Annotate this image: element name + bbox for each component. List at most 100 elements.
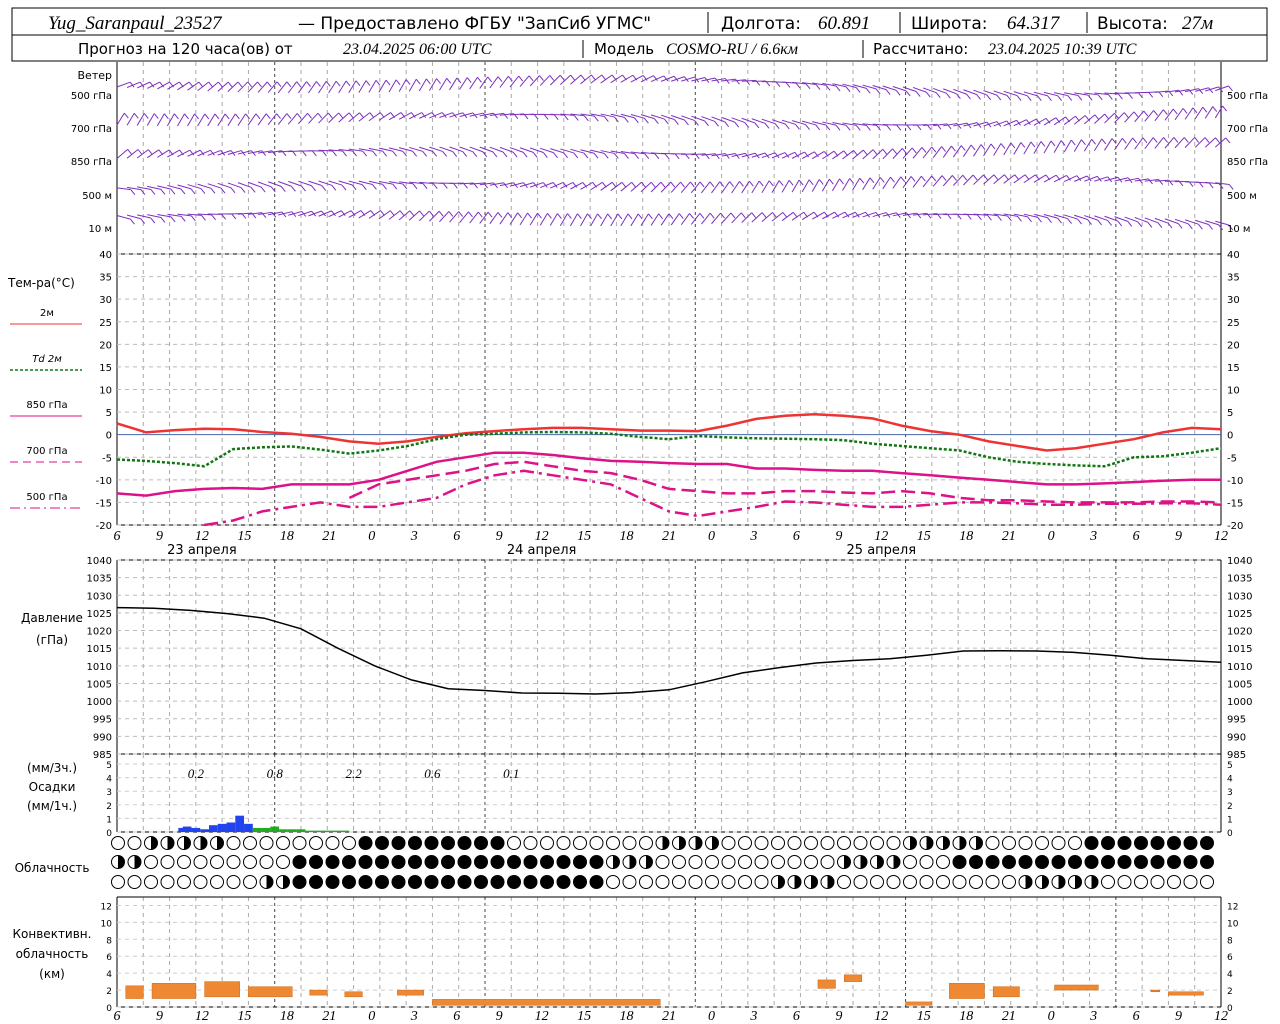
wind-barb bbox=[328, 80, 337, 94]
wind-barb bbox=[1174, 218, 1189, 225]
wind-barb-flag bbox=[764, 123, 770, 129]
cloud-cover-symbol bbox=[672, 875, 686, 889]
pressure-tick-right: 995 bbox=[1227, 715, 1246, 726]
hour-label: 18 bbox=[959, 1009, 973, 1024]
wind-barb-flag bbox=[415, 78, 421, 85]
wind-barb bbox=[1003, 90, 1018, 97]
wind-barb-flag bbox=[637, 213, 643, 220]
cloud-cover-symbol bbox=[408, 875, 422, 889]
wind-barb bbox=[298, 210, 312, 217]
wind-barb bbox=[630, 151, 645, 155]
wind-barb bbox=[207, 113, 216, 127]
precip-bar bbox=[191, 827, 201, 832]
wind-barb bbox=[791, 151, 805, 159]
wind-barb bbox=[278, 181, 292, 187]
wind-level-label: 850 гПа bbox=[71, 157, 112, 168]
wind-barb-flag bbox=[1182, 108, 1188, 114]
lon-value: 60.891 bbox=[818, 13, 870, 34]
wind-barb-flag bbox=[221, 214, 227, 220]
temp-series-line bbox=[348, 460, 1222, 504]
wind-barb bbox=[1104, 138, 1113, 151]
wind-barb-flag bbox=[631, 181, 637, 188]
temp-tick-right: 5 bbox=[1227, 408, 1233, 419]
wind-barb-flag bbox=[539, 75, 544, 81]
wind-barb-flag bbox=[159, 81, 165, 88]
hour-label: 6 bbox=[114, 1009, 121, 1024]
wind-barb-flag bbox=[432, 183, 438, 189]
wind-barb-flag bbox=[624, 153, 629, 159]
wind-barb bbox=[1073, 115, 1086, 125]
pressure-tick: 990 bbox=[93, 732, 112, 743]
wind-barb-flag bbox=[845, 86, 851, 93]
wind-barb-flag bbox=[744, 122, 750, 128]
wind-barb-flag bbox=[402, 183, 408, 190]
wind-barb bbox=[308, 210, 322, 217]
wind-barb bbox=[952, 145, 962, 158]
cloud-cover-symbol bbox=[358, 836, 373, 850]
cloud-cover-fill bbox=[844, 855, 851, 869]
wind-title: Ветер bbox=[78, 69, 112, 82]
wind-barb bbox=[630, 113, 645, 119]
wind-barb bbox=[580, 74, 592, 85]
wind-barb-flag bbox=[916, 212, 922, 219]
wind-barb-flag bbox=[1202, 106, 1208, 113]
wind-barb bbox=[570, 181, 584, 190]
hour-label: 12 bbox=[874, 1009, 888, 1024]
wind-barb-flag bbox=[362, 150, 368, 157]
wind-barb bbox=[821, 178, 830, 192]
wind-barb-flag bbox=[966, 93, 971, 100]
wind-barb-flag bbox=[855, 87, 861, 93]
wind-barb bbox=[549, 213, 558, 226]
wind-barb bbox=[1124, 111, 1135, 123]
wind-barb bbox=[590, 113, 605, 118]
cloud-cover-fill bbox=[679, 836, 686, 850]
cloud-cover-symbol bbox=[573, 855, 587, 869]
pressure-tick-right: 1030 bbox=[1227, 591, 1252, 602]
wind-barb bbox=[1013, 174, 1026, 184]
wind-barb-flag bbox=[436, 78, 441, 84]
wind-barb-flag bbox=[375, 80, 381, 86]
wind-barb bbox=[862, 84, 877, 90]
wind-barb bbox=[399, 147, 413, 152]
wind-barb bbox=[1033, 213, 1048, 219]
cloud-cover-symbol bbox=[606, 875, 620, 889]
wind-barb-flag bbox=[422, 150, 428, 157]
cloud-cover-symbol bbox=[853, 836, 868, 850]
wind-barb bbox=[368, 210, 381, 219]
wind-barb-flag bbox=[986, 94, 992, 101]
wind-barb bbox=[187, 149, 201, 157]
wind-barb-flag bbox=[607, 213, 613, 220]
cloud-cover-symbol bbox=[985, 836, 1000, 850]
wind-barb-flag bbox=[1104, 113, 1110, 120]
wind-barb-flag bbox=[311, 150, 317, 157]
wind-barb-flag bbox=[890, 176, 895, 183]
wind-barb-flag bbox=[487, 211, 493, 218]
wind-barb bbox=[711, 181, 721, 194]
wind-barb-flag bbox=[1094, 114, 1100, 121]
cloud-cover-symbol bbox=[193, 855, 208, 869]
wind-barb bbox=[660, 181, 672, 193]
hour-label: 6 bbox=[793, 1009, 800, 1024]
wind-barb bbox=[328, 210, 342, 218]
cloud-cover-symbol bbox=[1051, 855, 1066, 869]
wind-barb bbox=[761, 180, 770, 193]
cloud-cover-symbol bbox=[639, 836, 653, 850]
wind-barb bbox=[650, 181, 662, 193]
wind-barb bbox=[1053, 92, 1068, 97]
wind-barb-flag bbox=[668, 213, 674, 219]
wind-barb bbox=[559, 213, 568, 226]
conv-label: (км) bbox=[39, 967, 65, 981]
hour-label: 6 bbox=[114, 529, 121, 544]
wind-barb-flag bbox=[1101, 138, 1107, 145]
wind-barb bbox=[963, 89, 977, 95]
wind-barb-flag bbox=[997, 215, 1002, 221]
wind-barb-flag bbox=[477, 76, 482, 83]
wind-barb bbox=[1194, 137, 1206, 148]
cloud-cover-fill bbox=[134, 855, 141, 869]
wind-barb-flag bbox=[200, 188, 206, 194]
wind-barb bbox=[610, 150, 625, 155]
wind-barb-flag bbox=[1016, 120, 1021, 126]
wind-barb-flag bbox=[862, 149, 868, 156]
hour-label: 3 bbox=[749, 529, 757, 544]
wind-barb-flag bbox=[724, 78, 730, 84]
